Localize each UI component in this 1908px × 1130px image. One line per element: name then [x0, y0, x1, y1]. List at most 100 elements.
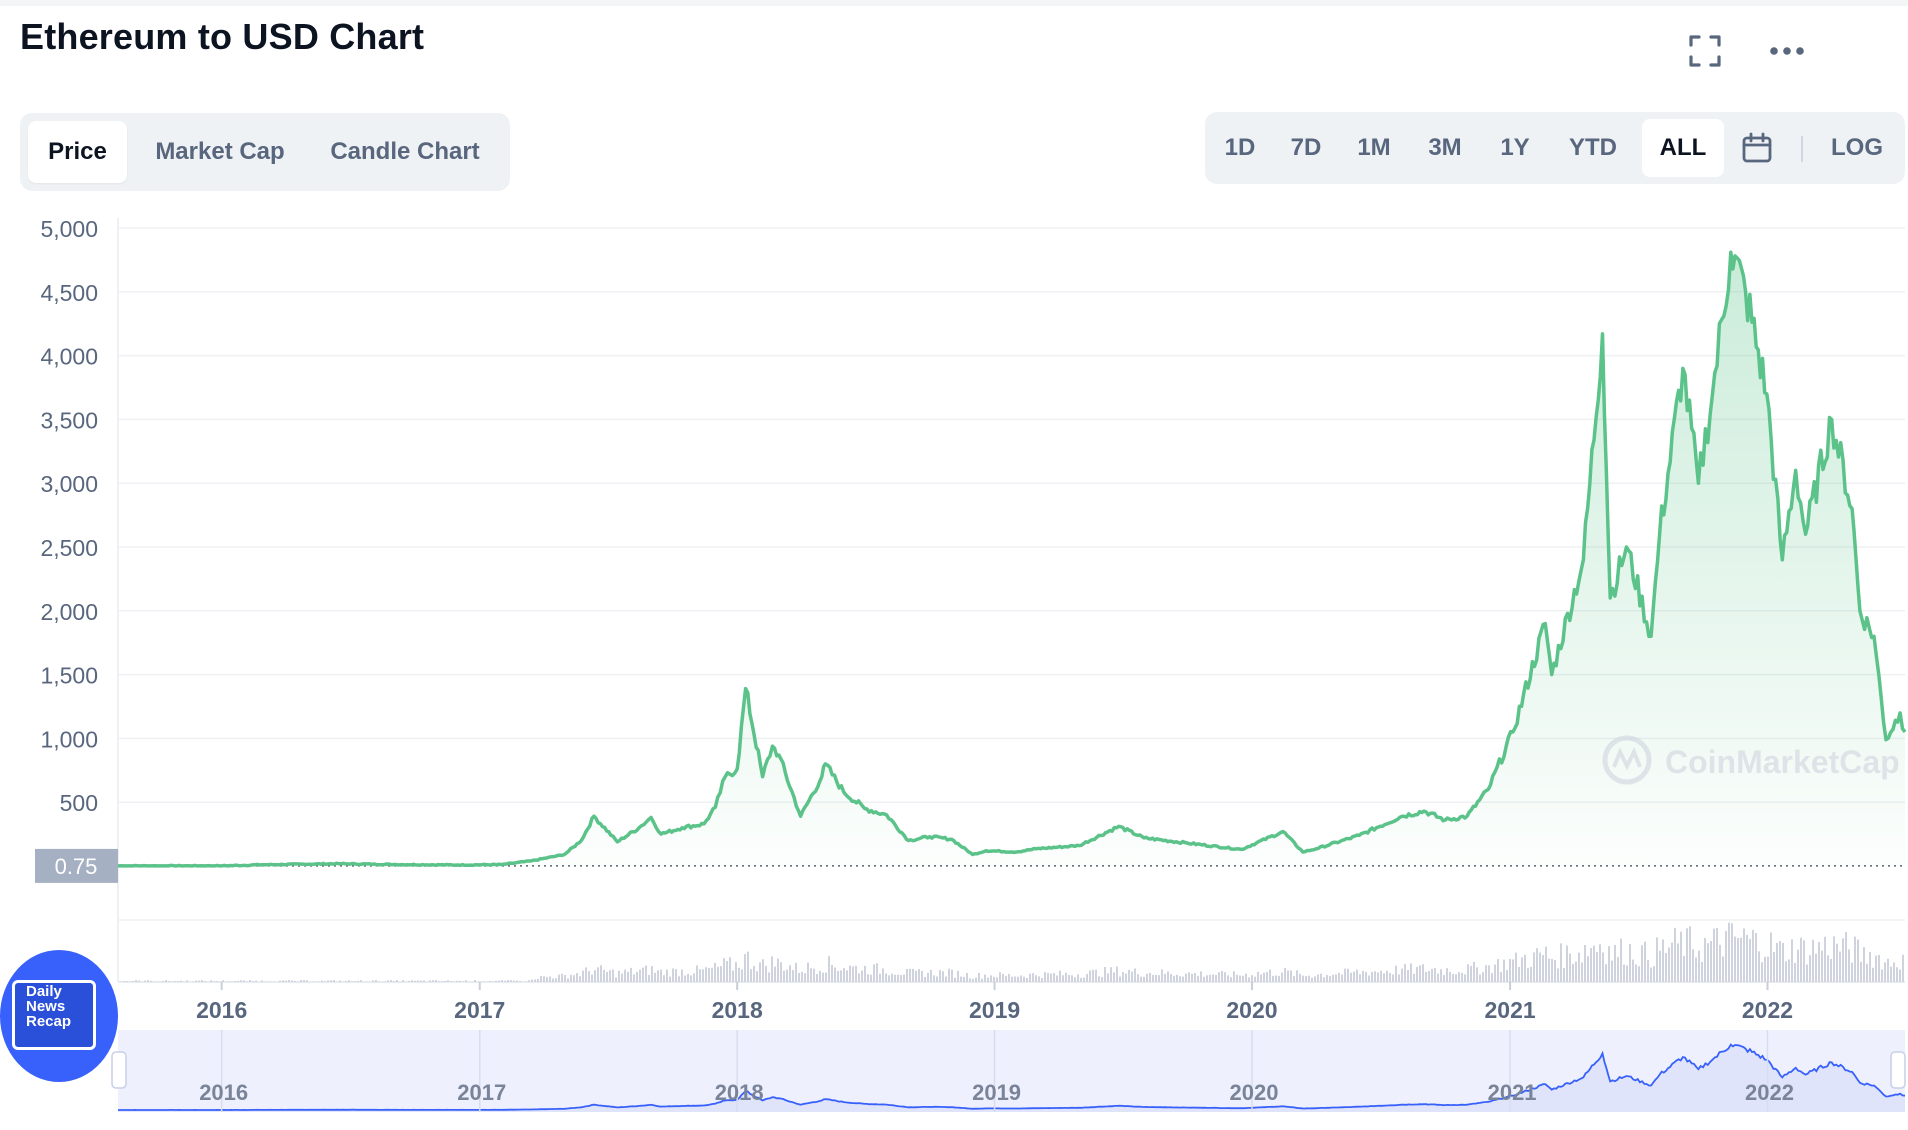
- volume-bar: [1026, 978, 1028, 982]
- price-area: [118, 252, 1905, 866]
- price-point: [1077, 844, 1081, 848]
- calendar-button[interactable]: [1735, 126, 1779, 170]
- volume-bar: [387, 980, 389, 982]
- volume-bar: [1656, 937, 1658, 982]
- volume-bar: [1659, 950, 1661, 982]
- price-point: [842, 790, 846, 794]
- price-point: [337, 862, 341, 866]
- range-3m[interactable]: 3M: [1428, 134, 1462, 161]
- volume-bar: [1458, 972, 1460, 982]
- volume-bar: [1707, 943, 1709, 982]
- volume-bar: [1149, 972, 1151, 982]
- volume-bar: [1077, 974, 1079, 982]
- volume-bar: [393, 981, 395, 982]
- tab-market-cap[interactable]: Market Cap: [155, 138, 285, 165]
- volume-bar: [1686, 928, 1688, 982]
- volume-bar: [1530, 966, 1532, 982]
- range-all[interactable]: ALL: [1642, 119, 1724, 177]
- volume-bar: [924, 976, 926, 982]
- volume-bar: [1800, 937, 1802, 982]
- volume-bar: [1776, 942, 1778, 982]
- volume-bar: [384, 981, 386, 982]
- volume-bar: [204, 981, 206, 982]
- volume-bar: [768, 972, 770, 982]
- volume-bar: [1554, 960, 1556, 982]
- range-7d[interactable]: 7D: [1290, 134, 1322, 161]
- navigator-handle-right[interactable]: [1890, 1051, 1906, 1089]
- price-point: [1600, 332, 1604, 336]
- volume-bar: [792, 970, 794, 982]
- tab-price[interactable]: Price: [28, 121, 127, 183]
- more-options-button[interactable]: [1764, 28, 1810, 74]
- volume-bar: [1284, 967, 1286, 982]
- volume-bar: [1137, 974, 1139, 982]
- range-1y[interactable]: 1Y: [1500, 134, 1530, 161]
- navigator-tick-label: 2019: [972, 1080, 1021, 1105]
- volume-bar: [867, 974, 869, 982]
- volume-bar: [1209, 974, 1211, 982]
- volume-bar: [1185, 973, 1187, 982]
- range-navigator[interactable]: 2016 2017 2018 2019 2020 2021 2022: [111, 1030, 1906, 1112]
- volume-bar: [759, 962, 761, 982]
- volume-bar: [1872, 967, 1874, 982]
- volume-bar: [1188, 972, 1190, 982]
- fullscreen-button[interactable]: [1682, 28, 1728, 74]
- volume-bar: [1020, 975, 1022, 982]
- volume-bar: [1500, 972, 1502, 982]
- volume-bar: [723, 958, 725, 982]
- volume-bar: [1902, 954, 1904, 982]
- volume-bar: [231, 981, 233, 982]
- price-point: [761, 775, 765, 779]
- volume-bar: [663, 975, 665, 982]
- navigator-tick-label: 2022: [1745, 1080, 1794, 1105]
- volume-bar: [1725, 931, 1727, 982]
- volume-bar: [414, 980, 416, 982]
- volume-bar: [747, 951, 749, 982]
- volume-bar: [1626, 965, 1628, 982]
- volume-bar: [447, 980, 449, 982]
- volume-bar: [1371, 971, 1373, 982]
- price-point: [1142, 836, 1146, 840]
- range-1m[interactable]: 1M: [1357, 134, 1391, 161]
- volume-bar: [1329, 975, 1331, 982]
- volume-bar: [1512, 959, 1514, 982]
- price-point: [823, 762, 827, 766]
- volume-bar: [1842, 938, 1844, 982]
- volume-bar: [1854, 936, 1856, 982]
- volume-bar: [1314, 976, 1316, 982]
- volume-bar: [1575, 961, 1577, 982]
- volume-bar: [198, 980, 200, 982]
- volume-bar: [474, 980, 476, 982]
- log-scale-toggle[interactable]: LOG: [1831, 134, 1883, 161]
- range-ytd[interactable]: YTD: [1569, 134, 1617, 161]
- volume-bar: [864, 965, 866, 982]
- volume-bar: [1170, 974, 1172, 982]
- navigator-handle-left[interactable]: [111, 1051, 127, 1089]
- volume-bar: [1503, 959, 1505, 982]
- volume-bar: [1647, 959, 1649, 982]
- volume-bar: [1728, 922, 1730, 982]
- volume-bar: [174, 981, 176, 982]
- price-point: [1422, 809, 1426, 813]
- volume-bar: [1749, 938, 1751, 982]
- volume-bar: [573, 975, 575, 982]
- price-point: [1581, 558, 1585, 562]
- volume-bar: [1098, 976, 1100, 982]
- volume-bar: [786, 969, 788, 982]
- volume-bar: [300, 980, 302, 982]
- volume-bar: [546, 977, 548, 982]
- volume-bar: [489, 980, 491, 982]
- volume-bar: [1086, 974, 1088, 982]
- volume-bar: [732, 970, 734, 982]
- price-point: [1658, 532, 1662, 536]
- volume-bar: [1890, 966, 1892, 982]
- tab-candle-chart[interactable]: Candle Chart: [330, 138, 480, 165]
- volume-bar: [627, 971, 629, 982]
- daily-news-recap-badge[interactable]: Daily News Recap: [0, 950, 118, 1082]
- volume-bar: [1017, 976, 1019, 982]
- volume-bar: [618, 970, 620, 982]
- volume-bar: [1368, 975, 1370, 982]
- volume-bar: [1296, 970, 1298, 982]
- range-1d[interactable]: 1D: [1224, 134, 1256, 161]
- volume-bar: [1068, 974, 1070, 982]
